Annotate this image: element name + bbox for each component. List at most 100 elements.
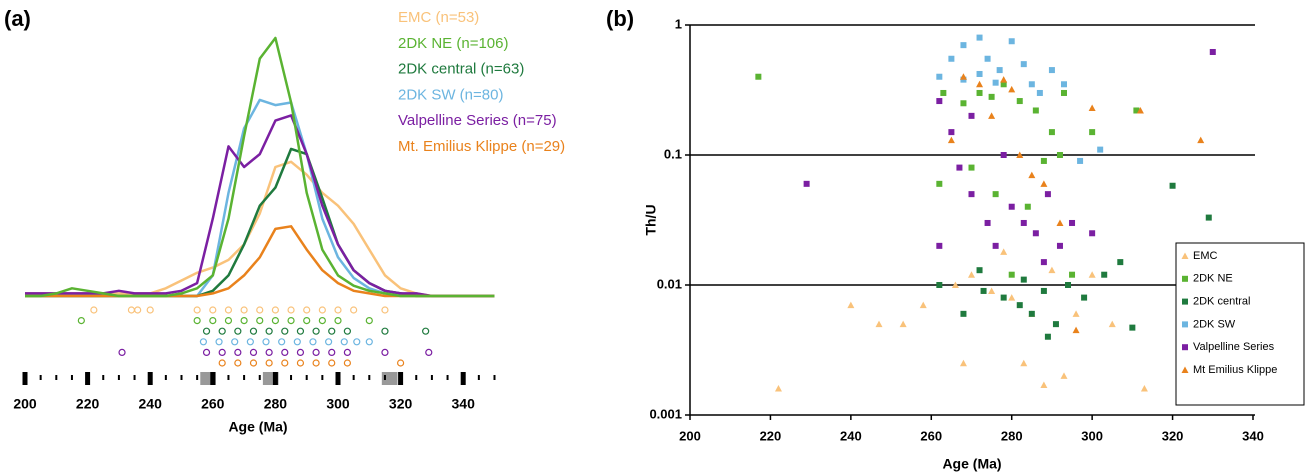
- age-marker: [231, 338, 239, 346]
- point: [960, 100, 967, 107]
- point: [1133, 107, 1140, 114]
- point: [1097, 146, 1104, 153]
- age-marker: [328, 348, 336, 356]
- age-marker: [90, 306, 98, 314]
- point: [976, 70, 983, 77]
- point: [1040, 287, 1047, 294]
- legend-label: 2DK central (n=63): [398, 61, 524, 78]
- point: [992, 242, 999, 249]
- point: [1008, 85, 1016, 93]
- minor-tick: [305, 375, 308, 380]
- major-tick: [85, 372, 91, 385]
- age-marker: [343, 359, 351, 367]
- legend-marker: [1182, 275, 1188, 282]
- point: [1077, 157, 1084, 164]
- point: [1020, 61, 1027, 68]
- minor-tick: [321, 375, 324, 380]
- age-marker: [127, 306, 136, 314]
- point: [1040, 381, 1048, 389]
- point: [976, 89, 983, 96]
- point: [1028, 310, 1035, 317]
- x-tick-label: 300: [1081, 428, 1103, 443]
- age-marker: [281, 359, 289, 367]
- density-curve: [25, 160, 495, 298]
- age-marker: [381, 327, 389, 335]
- point: [984, 55, 991, 62]
- age-marker: [293, 338, 301, 346]
- point: [951, 281, 959, 288]
- point: [1056, 152, 1063, 158]
- age-marker: [249, 348, 258, 356]
- age-marker: [265, 327, 273, 335]
- y-tick-label: 1: [675, 16, 682, 31]
- density-curve: [25, 36, 495, 298]
- point: [980, 287, 987, 294]
- point: [1008, 271, 1015, 278]
- point: [1136, 106, 1144, 114]
- age-marker: [340, 338, 348, 346]
- point: [959, 73, 967, 80]
- age-marker: [343, 348, 351, 356]
- point: [1016, 151, 1024, 158]
- point: [1052, 321, 1059, 328]
- age-marker: [287, 317, 295, 325]
- legend-label: Valpelline Series: [1193, 341, 1275, 353]
- point: [1048, 266, 1056, 274]
- age-marker: [240, 306, 248, 314]
- point: [960, 42, 967, 49]
- x-tick-label: 320: [1162, 428, 1184, 443]
- point: [1000, 152, 1007, 158]
- minor-tick: [117, 375, 120, 380]
- x-tick-label: 280: [1001, 428, 1023, 443]
- legend-label: Mt. Emilius Klippe (n=29): [398, 138, 565, 155]
- age-marker: [215, 338, 223, 346]
- minor-tick: [133, 375, 136, 380]
- point: [755, 73, 762, 80]
- age-marker: [287, 306, 295, 314]
- age-marker: [249, 359, 258, 367]
- point: [1032, 107, 1039, 114]
- age-marker: [328, 327, 336, 335]
- point: [992, 79, 999, 86]
- age-marker: [353, 338, 361, 346]
- age-marker: [202, 327, 211, 335]
- minor-tick: [383, 375, 386, 380]
- major-tick: [147, 372, 153, 385]
- point: [940, 89, 947, 96]
- x-tick-label: 260: [201, 396, 225, 412]
- point: [1000, 81, 1007, 88]
- point: [992, 191, 999, 198]
- point: [1024, 203, 1031, 210]
- point: [1088, 271, 1096, 278]
- age-marker: [234, 327, 242, 335]
- age-marker: [381, 306, 389, 314]
- age-marker: [312, 359, 320, 367]
- age-marker: [278, 338, 286, 346]
- point: [936, 242, 943, 249]
- point: [1069, 271, 1076, 278]
- minor-tick: [164, 375, 167, 380]
- point: [1016, 98, 1023, 105]
- density-curve: [25, 225, 495, 298]
- point: [1129, 324, 1136, 331]
- point: [948, 55, 955, 62]
- legend-label: 2DK SW (n=80): [398, 86, 503, 103]
- point: [1072, 310, 1080, 317]
- age-marker: [265, 359, 273, 367]
- y-tick-label: 0.01: [657, 276, 682, 291]
- legend-marker: [1182, 321, 1188, 328]
- age-marker: [249, 327, 258, 335]
- point: [976, 267, 983, 274]
- age-marker: [365, 338, 373, 346]
- legend-marker: [1182, 298, 1188, 305]
- minor-tick: [55, 375, 58, 380]
- point: [1117, 259, 1124, 266]
- major-tick: [272, 372, 278, 385]
- age-marker: [328, 359, 336, 367]
- age-marker: [422, 327, 430, 335]
- panel-label: (b): [606, 6, 634, 31]
- point: [948, 129, 955, 136]
- point: [1197, 136, 1205, 144]
- x-tick-label: 240: [840, 428, 862, 443]
- panel-label: (a): [4, 6, 31, 31]
